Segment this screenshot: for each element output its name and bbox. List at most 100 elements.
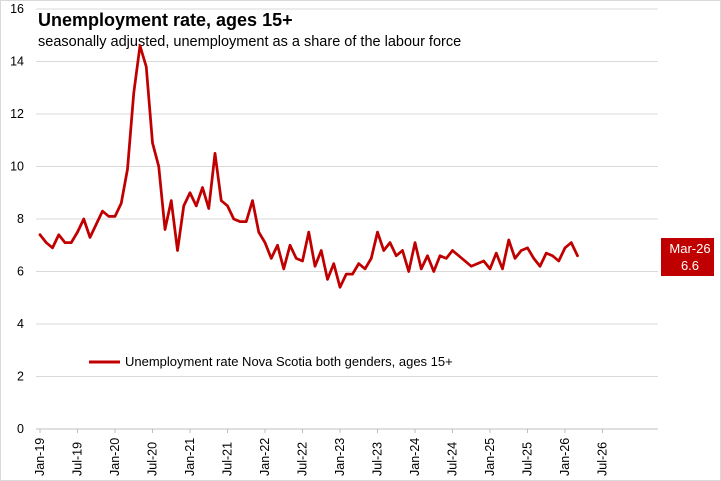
x-tick-label: Jul-22 xyxy=(296,442,310,476)
x-tick-label: Jul-20 xyxy=(146,442,160,476)
data-point xyxy=(532,257,535,260)
data-point xyxy=(238,220,242,223)
y-tick-label: 10 xyxy=(10,160,24,174)
data-point xyxy=(95,223,98,226)
data-point xyxy=(163,228,167,231)
data-point xyxy=(226,204,229,208)
data-point xyxy=(557,259,560,263)
data-point xyxy=(88,236,92,239)
x-tick-label: Jul-23 xyxy=(371,442,385,476)
data-point xyxy=(76,230,79,234)
data-point xyxy=(313,265,317,268)
data-point xyxy=(576,254,579,257)
data-point xyxy=(57,233,60,236)
series-layer xyxy=(38,44,579,289)
data-point xyxy=(101,209,104,213)
data-point xyxy=(126,167,129,171)
data-point xyxy=(301,259,304,263)
x-tick-label: Jul-21 xyxy=(221,442,235,476)
x-tick-label: Jan-19 xyxy=(33,438,47,476)
data-point xyxy=(257,230,260,234)
y-tick-label: 6 xyxy=(17,265,24,279)
y-tick-label: 16 xyxy=(10,2,24,16)
data-point xyxy=(457,254,460,257)
data-point xyxy=(538,265,542,268)
data-point xyxy=(320,249,323,252)
data-point xyxy=(357,262,360,265)
data-point xyxy=(413,241,417,244)
gridlines xyxy=(36,8,658,430)
y-tick-label: 2 xyxy=(17,370,24,384)
data-point xyxy=(338,286,342,289)
data-point xyxy=(182,204,185,208)
callout-label: Mar-26 xyxy=(669,241,710,256)
x-tick-label: Jul-25 xyxy=(521,442,535,476)
data-point xyxy=(45,241,48,244)
data-point xyxy=(176,249,179,252)
y-tick-label: 12 xyxy=(10,107,24,121)
x-tick-label: Jan-25 xyxy=(483,438,497,476)
x-tick-label: Jan-26 xyxy=(558,438,572,476)
data-point xyxy=(545,251,548,255)
data-point xyxy=(376,230,379,234)
data-point xyxy=(51,246,54,250)
legend: Unemployment rate Nova Scotia both gende… xyxy=(89,354,453,369)
data-point xyxy=(488,267,492,271)
data-point xyxy=(570,241,573,244)
data-point xyxy=(213,152,217,155)
data-point xyxy=(345,272,348,276)
data-point xyxy=(426,254,429,257)
data-point xyxy=(232,217,235,221)
data-point xyxy=(420,267,423,271)
data-point xyxy=(526,246,529,250)
data-point xyxy=(151,141,154,145)
data-point xyxy=(451,249,454,252)
data-point xyxy=(263,241,267,244)
data-point xyxy=(288,244,292,247)
data-point xyxy=(70,241,73,244)
data-point xyxy=(407,270,410,273)
callout-value: 6.6 xyxy=(681,258,699,273)
data-point xyxy=(363,267,367,271)
data-point xyxy=(170,199,173,202)
x-tick-label: Jan-20 xyxy=(108,438,122,476)
data-point xyxy=(132,91,135,95)
data-point xyxy=(476,262,479,265)
data-point xyxy=(307,230,310,234)
data-point xyxy=(495,251,498,255)
data-point xyxy=(195,204,198,208)
data-point xyxy=(276,244,279,247)
x-tick-label: Jul-24 xyxy=(446,442,460,476)
x-tick-label: Jan-22 xyxy=(258,438,272,476)
y-tick-label: 4 xyxy=(17,317,24,331)
data-point xyxy=(188,191,192,194)
data-point xyxy=(113,215,117,218)
data-point xyxy=(282,267,285,271)
data-point xyxy=(251,199,254,202)
data-point xyxy=(157,165,160,168)
chart-title: Unemployment rate, ages 15+ xyxy=(38,10,293,30)
data-point xyxy=(326,278,329,281)
data-point xyxy=(38,233,42,236)
y-tick-label: 8 xyxy=(17,212,24,226)
data-point xyxy=(438,254,442,257)
data-point xyxy=(370,257,373,260)
data-point xyxy=(351,272,354,276)
x-tick-label: Jul-19 xyxy=(71,442,85,476)
data-point xyxy=(220,199,223,202)
x-tick-label: Jan-24 xyxy=(408,438,422,476)
data-point xyxy=(382,249,385,252)
data-point xyxy=(513,257,517,260)
data-point xyxy=(507,238,510,242)
data-point xyxy=(120,202,123,205)
y-axis-ticks: 0 2 4 6 8 10 12 14 16 xyxy=(10,2,24,436)
legend-label: Unemployment rate Nova Scotia both gende… xyxy=(125,354,453,369)
data-point xyxy=(563,246,567,250)
data-point xyxy=(145,65,148,68)
data-point xyxy=(432,270,435,273)
data-point xyxy=(201,186,204,189)
x-tick-label: Jan-21 xyxy=(183,438,197,476)
y-tick-label: 14 xyxy=(10,55,24,69)
data-point xyxy=(551,254,554,257)
